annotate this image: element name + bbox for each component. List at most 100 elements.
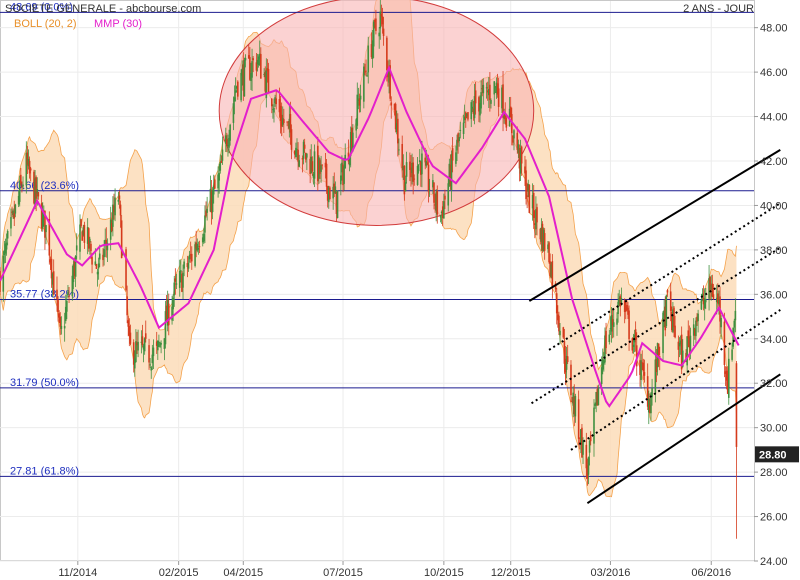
x-tick-label: 07/2015 <box>323 567 363 579</box>
candle-body <box>158 341 160 343</box>
candle-body <box>371 40 374 59</box>
candle-body <box>273 107 275 113</box>
candle-body <box>159 342 161 347</box>
candlesticks <box>0 0 738 539</box>
candle-body <box>48 218 51 256</box>
candle-body <box>258 53 261 59</box>
candle-body <box>658 356 661 358</box>
candle-body <box>387 71 389 78</box>
candle-body <box>359 95 362 100</box>
candle-body <box>175 283 178 285</box>
candle-body <box>524 166 526 174</box>
y-tick-label: 44.00 <box>760 112 788 124</box>
x-tick-label: 02/2015 <box>159 567 199 579</box>
candle-body <box>141 336 144 345</box>
candle-body <box>279 105 282 121</box>
fib-label: 27.81 (61.8%) <box>10 465 79 477</box>
candle-body <box>289 114 292 133</box>
candle-body <box>410 167 412 178</box>
candle-body <box>219 162 222 171</box>
candle-body <box>33 171 35 204</box>
candle-body <box>263 73 265 75</box>
x-tick-label: 10/2015 <box>424 567 464 579</box>
candle-body <box>467 112 469 120</box>
candle-body <box>495 82 498 94</box>
candle-body <box>462 122 465 135</box>
candle-body <box>275 98 277 105</box>
candle-body <box>539 228 542 240</box>
candle-body <box>558 315 560 332</box>
y-tick-label: 40.00 <box>760 200 788 212</box>
candle-body <box>318 157 320 179</box>
legend-mmp: MMP (30) <box>94 18 143 30</box>
candle-body <box>348 157 351 166</box>
candle-body <box>133 358 136 369</box>
candle-body <box>364 71 366 73</box>
candle-body <box>688 337 691 348</box>
period-label[interactable]: 2 ANS - JOUR <box>683 3 754 15</box>
candle-body <box>616 318 618 325</box>
candle-body <box>725 370 728 381</box>
candle-body <box>151 354 154 364</box>
candle-body <box>283 119 285 123</box>
candle-body <box>687 330 690 339</box>
candle-body <box>172 297 174 310</box>
candle-body <box>95 263 98 269</box>
candle-body <box>126 296 128 316</box>
candle-body <box>671 311 673 331</box>
candle-body <box>557 314 559 321</box>
candle-body <box>457 133 459 143</box>
candle-body <box>350 127 353 147</box>
candle-body <box>132 342 135 365</box>
candle-body <box>72 264 75 283</box>
candle-body <box>580 429 582 443</box>
candle-body <box>14 204 17 214</box>
candle-body <box>98 253 101 260</box>
candle-body <box>573 397 576 415</box>
candle-body <box>628 310 630 340</box>
candle-body <box>680 334 683 370</box>
candle-body <box>711 283 714 297</box>
candle-body <box>610 315 613 332</box>
candle-body <box>639 360 641 376</box>
candle-body <box>83 225 86 243</box>
candle-body <box>439 216 442 218</box>
candle-body <box>212 185 215 195</box>
candle-body <box>727 358 730 398</box>
candle-body <box>463 116 466 121</box>
candle-body <box>578 442 581 444</box>
candle-body <box>295 147 297 158</box>
candle-body <box>237 81 239 97</box>
candle-body <box>421 153 423 175</box>
candle-body <box>182 272 184 288</box>
candle-body <box>503 116 505 119</box>
candle-body <box>349 132 352 157</box>
candle-body <box>86 227 89 244</box>
candle-body <box>29 168 32 171</box>
candle-body <box>178 270 181 288</box>
candle-body <box>551 261 554 287</box>
candle-body <box>6 231 9 239</box>
candle-body <box>501 87 503 109</box>
candle-body <box>381 16 384 25</box>
candle-body <box>669 291 672 311</box>
candle-body <box>618 298 621 304</box>
candle-body <box>37 192 40 197</box>
candle-body <box>535 209 537 230</box>
candle-body <box>549 261 551 276</box>
candle-body <box>110 222 113 231</box>
candle-body <box>209 188 212 212</box>
candle-body <box>703 299 706 309</box>
candle-body <box>80 219 82 227</box>
candle-body <box>681 350 684 367</box>
fib-label: 48.69 (0.0%) <box>10 1 73 13</box>
pattern-ellipse-shape <box>218 0 535 226</box>
candle-body <box>436 191 439 215</box>
candle-body <box>302 141 305 159</box>
candle-body <box>113 205 115 213</box>
candle-body <box>171 306 173 321</box>
candle-body <box>700 299 703 310</box>
candle-body <box>589 435 592 442</box>
candle-body <box>478 97 480 112</box>
candle-body <box>489 84 491 101</box>
